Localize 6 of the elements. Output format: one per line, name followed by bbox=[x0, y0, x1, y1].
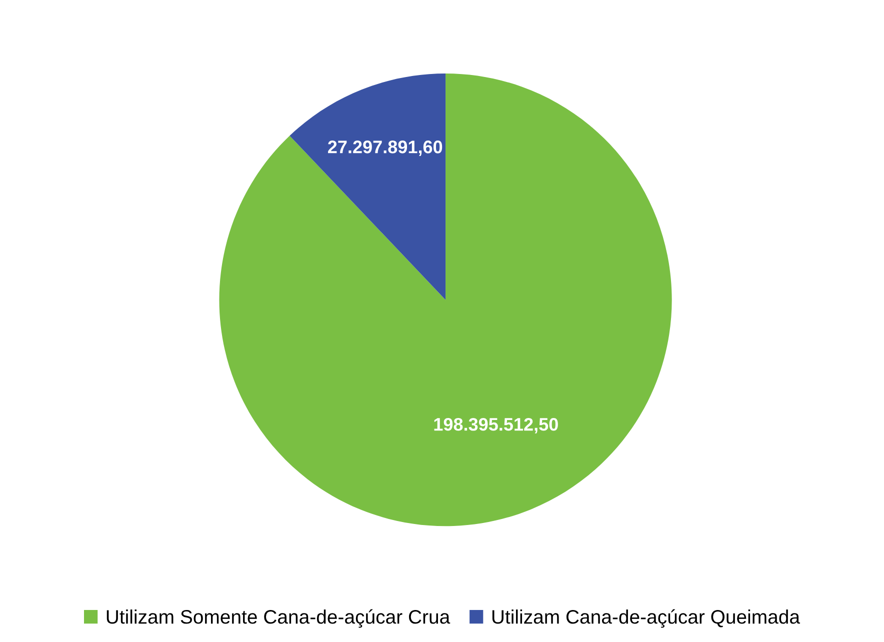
legend-label: Utilizam Somente Cana-de-açúcar Crua bbox=[106, 609, 450, 628]
legend-label: Utilizam Cana-de-açúcar Queimada bbox=[492, 609, 800, 628]
data-label: 27.297.891,60 bbox=[328, 140, 442, 156]
pie-slice bbox=[290, 74, 446, 300]
data-label: 198.395.512,50 bbox=[434, 418, 558, 434]
pie-slice bbox=[219, 74, 672, 526]
